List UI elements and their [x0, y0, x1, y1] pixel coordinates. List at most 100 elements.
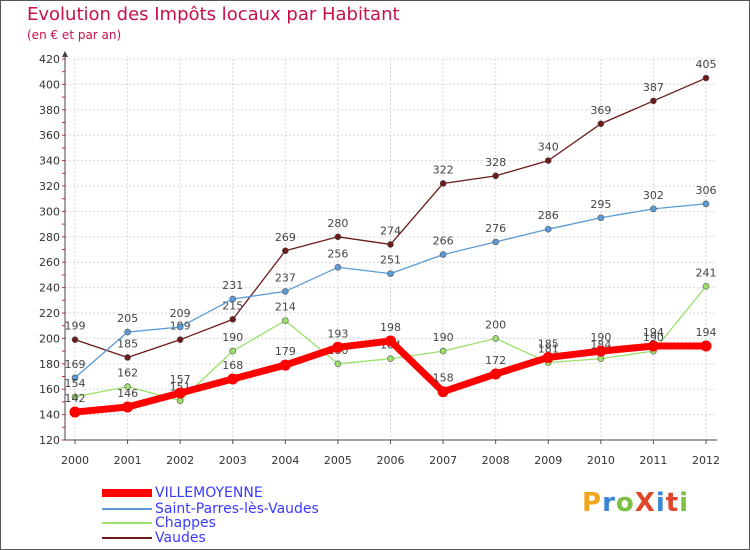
data-label: 172 [485, 354, 506, 367]
data-point [229, 316, 237, 323]
legend-swatch [102, 522, 152, 524]
data-point [700, 340, 712, 352]
data-label: 185 [117, 337, 138, 350]
data-point [282, 247, 289, 255]
data-label: 181 [538, 343, 559, 356]
legend-swatch [102, 537, 152, 539]
data-label: 215 [222, 299, 243, 312]
data-label: 251 [380, 254, 401, 267]
y-axis-arrow [62, 51, 68, 57]
x-tick-label: 2002 [166, 454, 194, 467]
data-label: 158 [433, 372, 454, 385]
data-point [174, 387, 186, 399]
logo-letter: o [615, 488, 635, 518]
data-label: 276 [485, 222, 506, 235]
y-tick-label: 400 [39, 78, 60, 91]
data-label: 190 [222, 331, 243, 344]
data-label: 162 [117, 367, 138, 380]
data-point [387, 241, 394, 248]
data-label: 237 [275, 271, 296, 284]
data-label: 194 [696, 326, 717, 339]
data-point [334, 233, 342, 241]
proxiti-logo: ProXiti [582, 488, 689, 518]
data-label: 256 [327, 247, 348, 260]
x-tick-label: 2012 [692, 454, 720, 467]
data-label: 405 [696, 58, 717, 71]
data-point [597, 355, 605, 363]
data-point [385, 335, 396, 347]
data-point [702, 74, 710, 82]
data-label: 340 [538, 141, 559, 154]
data-label: 168 [222, 359, 243, 372]
y-tick-label: 320 [39, 180, 60, 193]
x-tick-label: 2007 [429, 454, 457, 467]
logo-letter: X [634, 488, 656, 518]
data-point [124, 354, 131, 361]
data-point [176, 397, 184, 404]
data-label: 205 [117, 312, 138, 325]
data-point [647, 340, 659, 352]
x-tick-label: 2004 [271, 454, 299, 467]
y-tick-label: 120 [39, 434, 60, 447]
data-label: 185 [538, 337, 559, 350]
y-tick-label: 360 [39, 129, 60, 142]
data-point [122, 401, 134, 413]
data-label: 214 [275, 301, 296, 314]
data-point [334, 360, 342, 368]
data-label: 295 [590, 198, 611, 211]
x-tick-label: 2008 [482, 454, 510, 467]
x-tick-label: 2011 [639, 454, 667, 467]
data-label: 194 [643, 326, 664, 339]
data-point [387, 270, 394, 277]
data-label: 179 [275, 345, 296, 358]
data-point [176, 323, 184, 331]
data-label: 274 [380, 224, 401, 237]
legend-label: Saint-Parres-lès-Vaudes [155, 501, 319, 517]
x-tick-label: 2006 [377, 454, 405, 467]
y-tick-label: 160 [39, 383, 60, 396]
y-tick-label: 200 [39, 332, 60, 345]
data-point [597, 120, 605, 128]
data-point [492, 335, 499, 342]
data-point [650, 97, 657, 105]
x-tick-label: 2009 [534, 454, 562, 467]
logo-letter: r [602, 488, 616, 518]
data-point [544, 225, 552, 233]
data-label: 198 [380, 321, 401, 334]
data-label: 266 [433, 235, 454, 248]
data-point [492, 238, 499, 246]
data-point [387, 355, 394, 363]
x-tick-label: 2005 [324, 454, 352, 467]
legend-label: Chappes [155, 515, 216, 531]
y-tick-label: 180 [39, 358, 60, 371]
data-point [282, 288, 289, 295]
data-label: 142 [65, 392, 86, 405]
data-label: 200 [485, 318, 506, 331]
data-label: 209 [170, 307, 191, 320]
data-label: 322 [433, 163, 454, 176]
chart-title: Evolution des Impôts locaux par Habitant [27, 4, 400, 25]
data-label: 286 [538, 209, 559, 222]
legend-item-villemoyenne: VILLEMOYENNE [102, 485, 263, 501]
data-label: 387 [643, 81, 664, 94]
data-label: 199 [65, 320, 86, 333]
data-point [650, 205, 657, 213]
data-label: 302 [643, 189, 664, 202]
data-label: 190 [433, 331, 454, 344]
chart-subtitle: (en € et par an) [27, 28, 122, 42]
data-label: 157 [170, 373, 191, 386]
data-label: 231 [222, 279, 243, 292]
y-tick-label: 300 [39, 205, 60, 218]
data-point [71, 374, 79, 382]
data-point [71, 393, 79, 401]
logo-letter: i [679, 488, 690, 518]
x-tick-label: 2001 [114, 454, 142, 467]
data-point [334, 263, 342, 271]
data-point [702, 283, 710, 290]
data-label: 190 [590, 331, 611, 344]
legend-label: VILLEMOYENNE [155, 485, 263, 501]
data-point [69, 406, 81, 418]
y-tick-label: 280 [39, 231, 60, 244]
data-point [439, 347, 447, 355]
data-point [492, 172, 499, 180]
